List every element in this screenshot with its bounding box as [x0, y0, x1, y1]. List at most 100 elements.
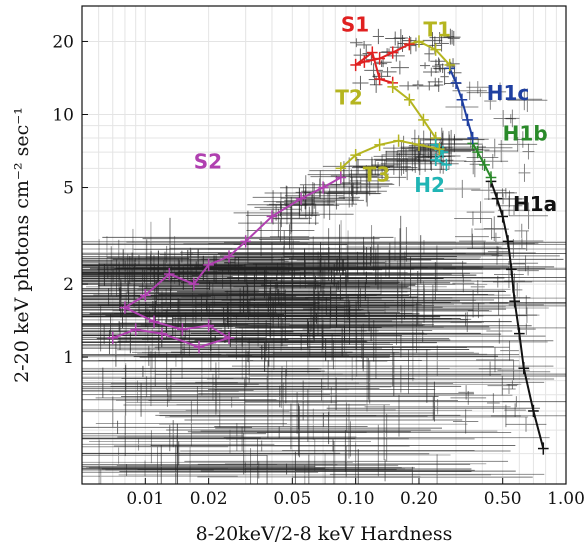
cloud-point: [82, 228, 308, 258]
cloud-point: [277, 203, 354, 226]
series-point: [434, 142, 445, 156]
cloud-point: [390, 60, 409, 75]
cloud-point: [259, 230, 310, 249]
cloud-point: [497, 205, 531, 215]
cloud-point: [198, 377, 475, 410]
cloud-point: [509, 231, 544, 251]
cloud-point: [219, 242, 560, 270]
x-tick-label: 0.50: [484, 489, 522, 509]
cloud-point: [484, 139, 519, 163]
cloud-point: [494, 261, 524, 289]
series-point: [188, 277, 200, 291]
series-point: [223, 250, 235, 263]
cloud-point: [356, 40, 372, 49]
series-point: [497, 210, 509, 223]
cloud-point: [467, 302, 489, 319]
cloud-point: [353, 168, 382, 207]
cloud-point: [326, 182, 380, 205]
series-point: [374, 138, 385, 151]
cloud-point: [82, 304, 197, 329]
series-point: [359, 55, 370, 68]
cloud-point: [295, 459, 475, 482]
cloud-point: [83, 368, 259, 400]
cloud-point: [82, 444, 319, 484]
cloud-point: [82, 239, 233, 259]
series-point: [514, 327, 525, 340]
cloud-point: [307, 335, 494, 358]
cloud-point: [159, 392, 436, 434]
cloud-point: [518, 163, 531, 182]
cloud-point: [269, 224, 310, 250]
cloud-point: [152, 310, 419, 321]
cloud-point: [447, 30, 460, 46]
cloud-point: [513, 255, 539, 272]
cloud-point: [212, 357, 522, 412]
cloud-point: [505, 417, 547, 432]
cloud-point: [502, 383, 516, 394]
cloud-point: [500, 340, 519, 361]
cloud-point: [491, 232, 501, 243]
cloud-point: [378, 67, 397, 77]
cloud-point: [444, 179, 481, 198]
series-t3: [335, 134, 445, 175]
cloud-point: [109, 371, 323, 412]
series-point: [163, 267, 175, 281]
cloud-point: [350, 38, 363, 48]
cloud-point: [263, 187, 336, 216]
cloud-point: [82, 352, 343, 396]
series-point: [441, 158, 452, 172]
cloud-point: [502, 396, 531, 408]
series-line-t1: [409, 40, 451, 66]
cloud-point: [82, 362, 380, 415]
cloud-point: [493, 82, 507, 102]
cloud-point: [210, 287, 451, 318]
series-point: [413, 138, 425, 151]
series-point: [467, 131, 478, 145]
series-point: [518, 362, 530, 375]
series-point: [450, 76, 462, 90]
cloud-point: [376, 60, 388, 68]
cloud-point: [82, 441, 341, 466]
cloud-point: [450, 390, 487, 405]
cloud-point: [235, 321, 382, 333]
cloud-point: [440, 68, 449, 86]
cloud-point: [411, 132, 475, 145]
y-tick-label: 2: [63, 275, 74, 295]
series-point: [418, 113, 429, 127]
cloud-point: [140, 318, 425, 332]
cloud-point: [484, 92, 497, 110]
cloud-point: [248, 251, 467, 275]
cloud-point: [351, 160, 418, 175]
cloud-point: [272, 327, 480, 380]
cloud-point: [126, 397, 338, 408]
series-layer: [107, 35, 549, 455]
cloud-point: [166, 404, 431, 456]
series-point: [374, 52, 385, 65]
cloud-point: [501, 239, 526, 259]
series-point: [335, 171, 347, 184]
cloud-point: [476, 138, 513, 157]
cloud-point: [189, 262, 367, 275]
cloud-point: [191, 426, 367, 438]
series-point: [404, 37, 415, 51]
cloud-point: [241, 326, 502, 342]
cloud-point: [97, 298, 316, 312]
cloud-point: [423, 67, 440, 77]
y-tick-label: 20: [52, 32, 74, 52]
series-t2: [387, 80, 441, 145]
cloud-point: [123, 360, 450, 377]
cloud-point: [148, 298, 351, 316]
x-tick-label: 0.10: [337, 489, 375, 509]
series-point: [317, 181, 329, 194]
series-point: [177, 323, 188, 336]
cloud-point: [137, 455, 397, 484]
cloud-point: [214, 371, 349, 408]
series-point: [456, 93, 468, 106]
cloud-point: [150, 262, 428, 273]
cloud-point: [459, 233, 486, 249]
series-point: [119, 301, 131, 314]
cloud-point: [82, 420, 253, 434]
cloud-point: [450, 312, 484, 333]
cloud-point: [284, 194, 340, 217]
phase-label-h1a: H1a: [513, 192, 557, 216]
